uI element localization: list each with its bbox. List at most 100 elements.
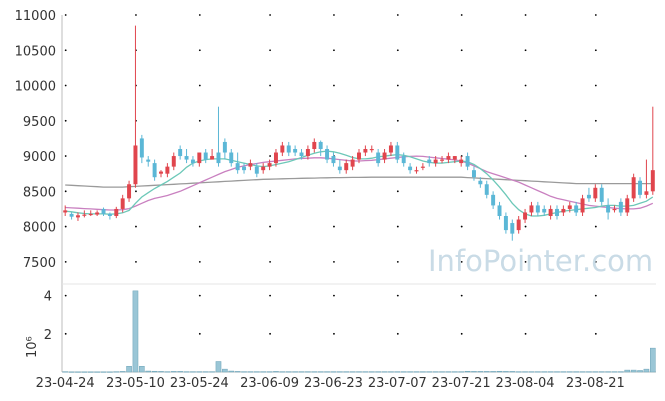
- candle-body: [446, 156, 451, 160]
- volume-bar: [107, 371, 113, 373]
- grid-point: [269, 155, 271, 157]
- volume-bar: [535, 371, 541, 373]
- x-tick-label: 23-05-10: [106, 376, 165, 391]
- grid-point: [460, 260, 463, 263]
- candle-body: [586, 194, 591, 199]
- candle-body: [529, 205, 534, 213]
- candle-body: [350, 159, 355, 167]
- x-tick-label: 23-08-04: [496, 376, 555, 391]
- x-tick-label: 23-08-21: [566, 376, 625, 391]
- candle-body: [261, 166, 266, 171]
- grid-point: [333, 119, 335, 122]
- candle-body: [548, 208, 553, 216]
- volume-bar: [75, 371, 81, 373]
- volume-bar: [496, 370, 503, 373]
- candle-body: [222, 141, 227, 153]
- candle-body: [312, 141, 317, 149]
- volume-bar: [87, 371, 94, 373]
- candle-body: [114, 208, 119, 216]
- candle-body: [248, 163, 253, 167]
- grid-point: [198, 260, 201, 263]
- grid-point: [524, 190, 527, 193]
- volume-bar: [394, 371, 401, 373]
- x-tick-label: 23-06-09: [240, 376, 299, 391]
- grid-point: [198, 14, 201, 16]
- ma-long-line: [65, 176, 653, 188]
- volume-bar: [254, 371, 260, 373]
- grid-point: [198, 332, 201, 335]
- volume-bar: [196, 371, 203, 373]
- grid-point: [64, 260, 67, 263]
- candle-body: [197, 152, 202, 164]
- candle-body: [644, 191, 649, 195]
- candle-body: [427, 159, 432, 164]
- candle-body: [433, 159, 438, 164]
- candle-body: [235, 163, 240, 171]
- volume-bar: [285, 371, 292, 373]
- volume-bar: [337, 371, 343, 373]
- candle-body: [178, 149, 183, 157]
- grid-point: [524, 294, 527, 297]
- candle-body: [184, 156, 189, 160]
- candle-body: [139, 138, 144, 158]
- candle-body: [267, 163, 272, 167]
- volume-bar: [151, 370, 158, 373]
- volume-bar: [158, 371, 164, 373]
- candle-body: [401, 156, 406, 164]
- volume-bar: [509, 371, 516, 373]
- grid-point: [460, 332, 463, 335]
- candle-body: [484, 184, 489, 195]
- volume-bar: [586, 371, 592, 373]
- grid-point: [594, 332, 597, 335]
- volume-bar: [413, 371, 420, 373]
- grid-point: [64, 155, 67, 157]
- candle-body: [618, 201, 623, 213]
- grid-point: [64, 332, 67, 335]
- grid-point: [396, 84, 399, 87]
- price-tick-label: 10000: [15, 80, 56, 95]
- volume-bar: [592, 371, 599, 373]
- volume-bar: [100, 371, 107, 373]
- volume-bar: [215, 361, 222, 373]
- volume-bar: [177, 371, 183, 373]
- grid-point: [460, 84, 463, 87]
- candle-body: [459, 159, 464, 164]
- volume-bar: [139, 366, 145, 373]
- candle-body: [229, 152, 234, 164]
- volume-bar: [260, 371, 266, 373]
- grid-point: [396, 260, 399, 263]
- candle-body: [376, 152, 381, 164]
- grid-point: [396, 332, 399, 335]
- candle-body: [69, 213, 74, 217]
- volume-bar: [624, 369, 631, 373]
- volume-bar: [298, 371, 305, 373]
- price-tick-label: 8000: [23, 221, 56, 236]
- volume-bar: [228, 370, 235, 373]
- grid-point: [333, 84, 335, 87]
- grid-point: [333, 14, 335, 16]
- volume-bar: [560, 371, 567, 373]
- candle-body: [159, 171, 163, 174]
- candle-body: [146, 159, 151, 162]
- grid-point: [460, 294, 463, 297]
- volume-bar: [407, 371, 413, 373]
- grid-point: [396, 119, 399, 122]
- candle-body: [478, 180, 483, 185]
- tick-labels: 7500 8000 8500 9000 9500 10000 10500 11000 2 4 10⁶…: [15, 9, 625, 391]
- volume-bar: [273, 371, 279, 373]
- x-tick-label: 23-06-23: [304, 376, 363, 391]
- candle-body: [242, 166, 247, 171]
- candle-body: [88, 213, 93, 216]
- volume-bar: [573, 371, 579, 373]
- candle-body: [497, 205, 502, 216]
- volume-bar: [598, 371, 605, 373]
- volume-bar: [170, 371, 177, 373]
- candle-body: [280, 145, 285, 153]
- grid-point: [524, 119, 527, 122]
- volume-bar: [630, 369, 637, 373]
- grid-point: [198, 225, 201, 228]
- volume-bar: [241, 371, 247, 373]
- grid-point: [135, 190, 137, 193]
- grid-point: [269, 14, 271, 16]
- candle-body: [63, 210, 68, 213]
